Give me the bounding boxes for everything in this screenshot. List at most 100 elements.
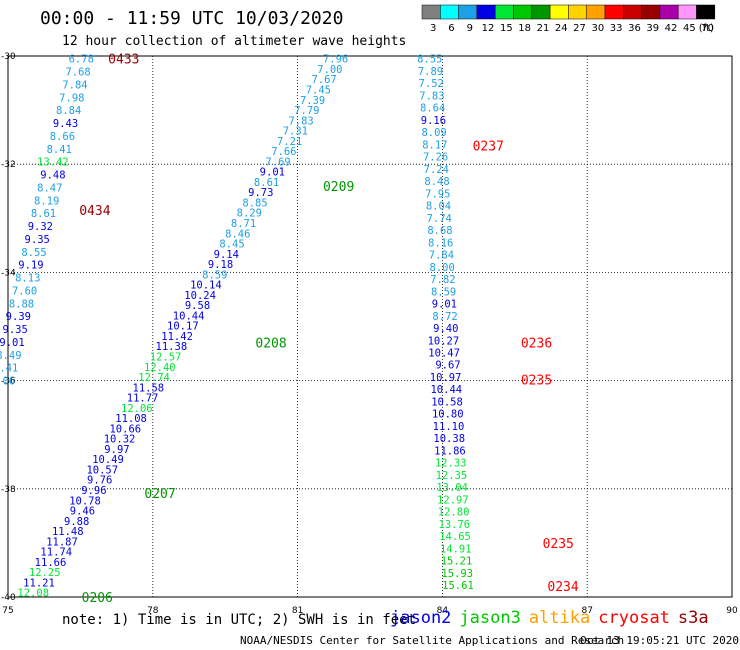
y-tick-label: -30 xyxy=(1,52,16,62)
wave-height-value: 7.98 xyxy=(59,92,84,104)
legend-label: 36 xyxy=(628,23,641,34)
wave-height-value: 10.58 xyxy=(431,396,463,408)
wave-height-value: 11.74 xyxy=(40,547,72,559)
wave-height-value: 10.57 xyxy=(86,464,118,476)
legend-label: 21 xyxy=(537,23,550,34)
wave-height-value: 10.17 xyxy=(167,321,199,333)
pass-time-label: 0207 xyxy=(144,487,175,502)
wave-height-value: 11.86 xyxy=(434,445,466,457)
pass-time-label: 0209 xyxy=(323,180,354,195)
x-tick-label: 90 xyxy=(726,606,738,616)
wave-height-value: 7.31 xyxy=(283,126,308,138)
legend-label: 70 xyxy=(701,23,714,34)
wave-height-value: 9.01 xyxy=(432,299,457,311)
y-tick-label: -34 xyxy=(1,268,16,278)
wave-height-value: 12.08 xyxy=(17,588,49,600)
wave-height-value: 15.93 xyxy=(441,568,473,580)
wave-height-value: 7.45 xyxy=(306,85,331,97)
wave-height-value: 8.64 xyxy=(420,103,445,115)
wave-height-value: 9.14 xyxy=(214,249,239,261)
wave-height-value: 7.60 xyxy=(12,285,37,297)
wave-height-value: 7.66 xyxy=(271,146,296,158)
wave-height-value: 9.43 xyxy=(53,118,78,130)
wave-height-value: 8.68 xyxy=(427,225,452,237)
wave-height-value: 12.97 xyxy=(437,494,469,506)
satellite-label: jason3 xyxy=(459,608,521,628)
wave-height-value: 10.80 xyxy=(432,409,464,421)
wave-height-value: 9.01 xyxy=(0,337,25,349)
wave-height-value: 12.57 xyxy=(150,351,182,363)
wave-height-value: 8.85 xyxy=(242,197,267,209)
wave-height-value: 11.66 xyxy=(35,557,67,569)
x-tick-label: 87 xyxy=(581,606,592,616)
wave-height-value: 7.00 xyxy=(317,64,342,76)
wave-height-value: 12.06 xyxy=(121,403,153,415)
wave-height-value: 10.66 xyxy=(109,423,141,435)
wave-height-value: 9.48 xyxy=(40,170,65,182)
wave-height-value: 8.06 xyxy=(0,376,15,388)
wave-height-value: 15.61 xyxy=(442,580,474,592)
wave-height-value: 9.35 xyxy=(3,324,28,336)
wave-height-value: 13.42 xyxy=(37,157,69,169)
wave-height-value: 9.35 xyxy=(25,234,50,246)
wave-height-value: 9.58 xyxy=(185,300,210,312)
credit-text: NOAA/NESDIS Center for Satellite Applica… xyxy=(240,634,625,647)
legend-swatch xyxy=(696,4,716,20)
wave-height-value: 10.32 xyxy=(104,434,136,446)
y-tick-label: -40 xyxy=(1,593,16,603)
wave-height-value: 8.41 xyxy=(0,363,18,375)
wave-height-value: 10.24 xyxy=(184,290,216,302)
x-tick-label: 78 xyxy=(147,606,159,616)
wave-height-value: 10.27 xyxy=(428,335,460,347)
wave-height-value: 10.44 xyxy=(430,384,462,396)
wave-height-value: 7.39 xyxy=(300,95,325,107)
wave-height-value: 12.35 xyxy=(436,470,468,482)
legend-label: 3 xyxy=(430,23,436,34)
wave-height-value: 15.21 xyxy=(441,556,473,568)
wave-height-value: 10.78 xyxy=(69,495,101,507)
wave-height-value: 10.38 xyxy=(433,433,465,445)
wave-height-value: 9.96 xyxy=(81,485,106,497)
legend-label: 33 xyxy=(610,23,623,34)
wave-height-value: 9.46 xyxy=(70,506,95,518)
legend-label: 9 xyxy=(467,23,473,34)
wave-height-value: 9.16 xyxy=(421,115,446,127)
wave-height-value: 8.17 xyxy=(422,139,447,151)
wave-height-value: 12.40 xyxy=(144,362,176,374)
wave-height-value: 14.91 xyxy=(440,543,472,555)
wave-height-value: 11.87 xyxy=(46,536,78,548)
legend-label: 6 xyxy=(448,23,454,34)
legend-label: 30 xyxy=(591,23,604,34)
pass-time-label: 0208 xyxy=(255,337,286,352)
legend-label: 15 xyxy=(500,23,513,34)
wave-height-value: 9.73 xyxy=(248,187,273,199)
wave-height-value: 11.10 xyxy=(433,421,465,433)
wave-height-value: 9.18 xyxy=(208,259,233,271)
wave-height-value: 7.26 xyxy=(423,152,448,164)
wave-height-value: 8.55 xyxy=(21,247,46,259)
wave-height-value: 8.00 xyxy=(430,262,455,274)
wave-height-value: 8.72 xyxy=(432,311,457,323)
chart-subtitle: 12 hour collection of altimeter wave hei… xyxy=(62,34,407,49)
wave-height-value: 7.89 xyxy=(418,66,443,78)
color-legend: 3 6 9 12 15 18 21 24 27 30 33 36 39 42 45 70(ft) xyxy=(421,4,716,34)
legend-label: 12 xyxy=(482,23,495,34)
wave-height-value: 7.96 xyxy=(323,54,348,66)
legend-label: 18 xyxy=(518,23,531,34)
pass-time-label: 0433 xyxy=(108,53,139,68)
legend-unit: (ft) xyxy=(699,23,714,34)
wave-height-value: 8.55 xyxy=(417,54,442,66)
wave-height-value: 8.59 xyxy=(202,269,227,281)
pass-time-label: 0234 xyxy=(547,580,578,595)
wave-height-value: 11.08 xyxy=(115,413,147,425)
pass-time-label: 0237 xyxy=(473,139,504,154)
wave-height-value: 11.21 xyxy=(23,577,55,589)
wave-height-value: 9.32 xyxy=(28,221,53,233)
wave-height-value: 11.58 xyxy=(133,382,165,394)
wave-height-value: 8.71 xyxy=(231,218,256,230)
footer-note: note: 1) Time is in UTC; 2) SWH is in fe… xyxy=(62,612,417,628)
wave-height-value: 8.41 xyxy=(47,144,72,156)
chart-title: 00:00 - 11:59 UTC 10/03/2020 xyxy=(40,8,344,29)
wave-height-value: 10.97 xyxy=(430,372,462,384)
